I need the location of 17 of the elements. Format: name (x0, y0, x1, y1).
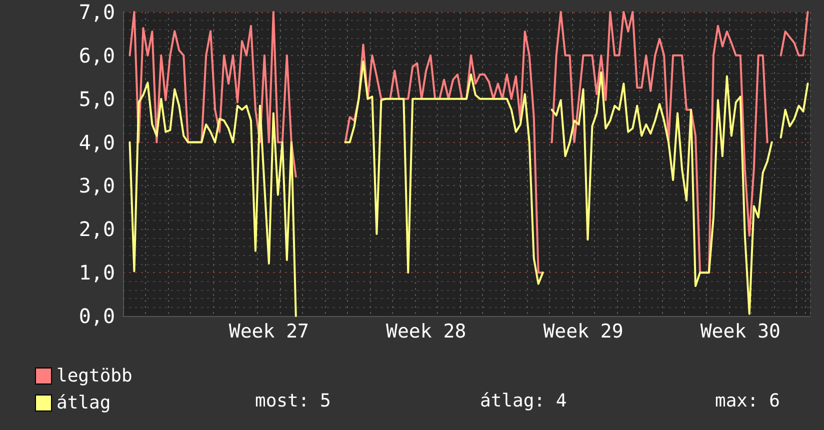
y-tick-label: 6,0 (78, 43, 115, 68)
x-tick-label: Week 29 (543, 320, 624, 342)
y-tick-label: 4,0 (78, 130, 115, 154)
y-tick-label: 3,0 (78, 174, 115, 198)
legend-label: legtöbb (56, 366, 132, 386)
legend-label: átlag (56, 392, 111, 414)
text: átlag: 4 (480, 390, 567, 412)
text: max: 6 (715, 390, 780, 412)
x-tick-label: Week 27 (228, 320, 309, 342)
x-tick-label: Week 30 (700, 320, 780, 342)
text: most: 5 (255, 390, 331, 412)
y-tick-label: 0,0 (78, 304, 115, 328)
y-tick-label: 7,0 (78, 0, 115, 24)
y-tick-label: 1,0 (78, 260, 115, 285)
x-tick-label: Week 28 (386, 320, 466, 342)
y-tick-label: 5,0 (78, 86, 115, 111)
y-tick-label: 2,0 (78, 217, 115, 242)
